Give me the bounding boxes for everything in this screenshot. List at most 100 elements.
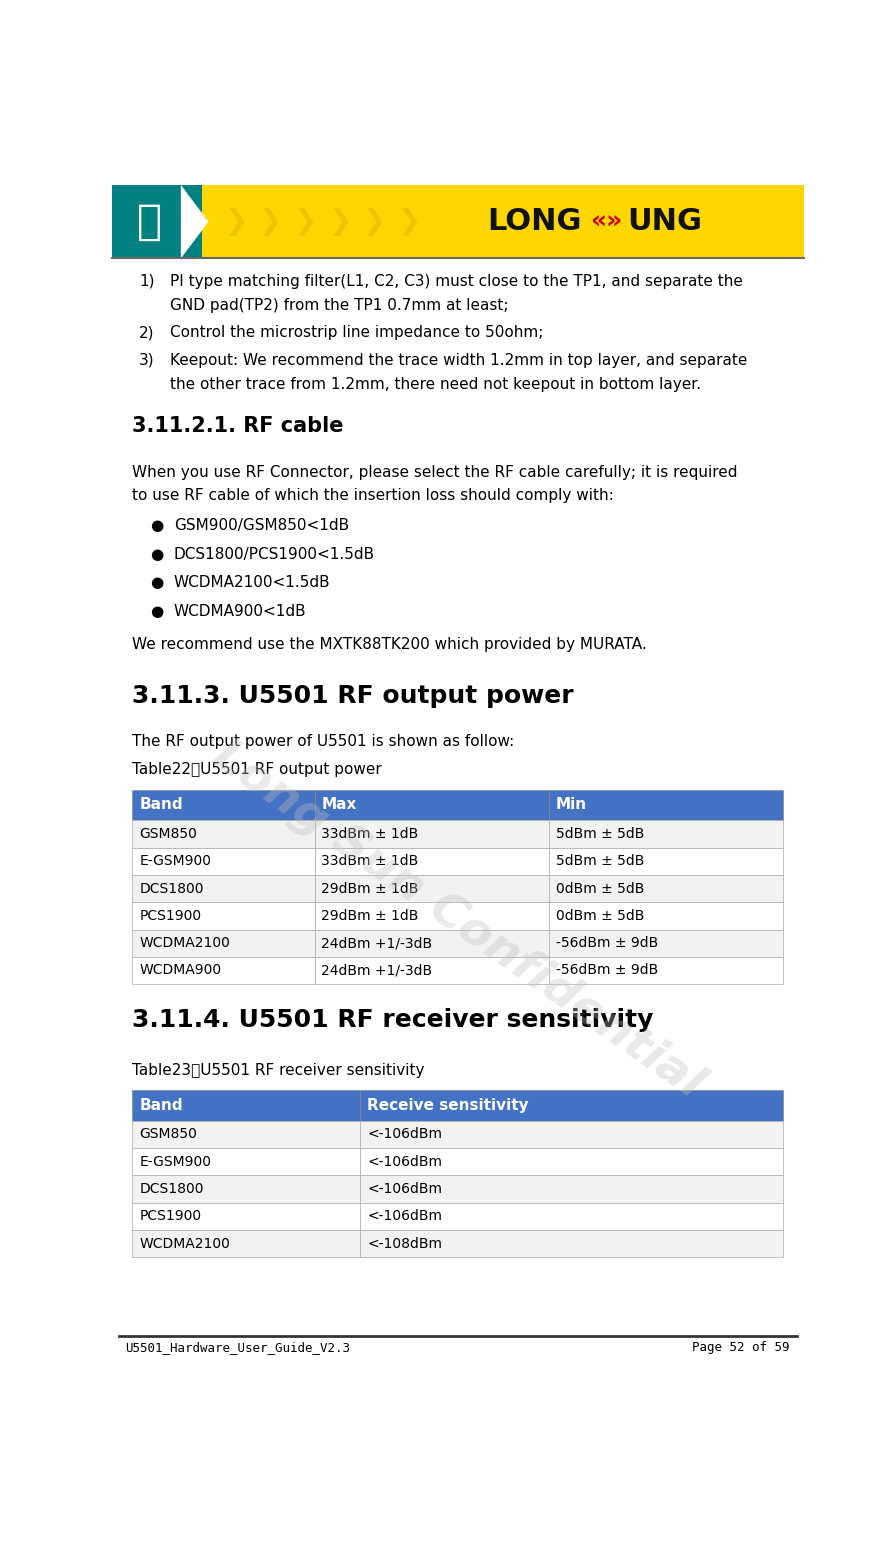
FancyBboxPatch shape [548,929,783,957]
Text: WCDMA900: WCDMA900 [139,963,221,977]
Text: 24dBm +1/-3dB: 24dBm +1/-3dB [321,963,432,977]
FancyBboxPatch shape [360,1176,783,1202]
Text: 33dBm ± 1dB: 33dBm ± 1dB [321,854,419,868]
Text: WCDMA2100: WCDMA2100 [139,1236,230,1251]
FancyBboxPatch shape [548,875,783,903]
Text: Min: Min [555,797,587,812]
FancyBboxPatch shape [314,875,548,903]
FancyBboxPatch shape [548,957,783,985]
FancyBboxPatch shape [314,903,548,929]
FancyBboxPatch shape [360,1202,783,1230]
FancyBboxPatch shape [132,1176,360,1202]
FancyBboxPatch shape [132,820,314,848]
FancyBboxPatch shape [132,1202,360,1230]
Text: 0dBm ± 5dB: 0dBm ± 5dB [555,909,644,923]
Text: 5dBm ± 5dB: 5dBm ± 5dB [555,828,644,841]
Text: U5501_Hardware_User_Guide_V2.3: U5501_Hardware_User_Guide_V2.3 [125,1341,350,1353]
Text: the other trace from 1.2mm, there need not keepout in bottom layer.: the other trace from 1.2mm, there need n… [171,376,702,391]
Text: Receive sensitivity: Receive sensitivity [367,1097,529,1113]
FancyBboxPatch shape [132,1089,360,1120]
Text: ●: ● [150,575,163,590]
Text: PCS1900: PCS1900 [139,1210,202,1224]
Text: ❯: ❯ [294,208,317,236]
Text: -56dBm ± 9dB: -56dBm ± 9dB [555,937,658,951]
Text: We recommend use the MXTK88TK200 which provided by MURATA.: We recommend use the MXTK88TK200 which p… [132,636,647,652]
Text: <-106dBm: <-106dBm [367,1182,442,1196]
Text: UNG: UNG [627,206,702,236]
FancyBboxPatch shape [132,1120,360,1148]
FancyBboxPatch shape [314,957,548,985]
Text: GSM850: GSM850 [139,1128,197,1142]
Text: ●: ● [150,518,163,533]
Text: <-106dBm: <-106dBm [367,1128,442,1142]
Text: ❯: ❯ [259,208,282,236]
Text: 2): 2) [139,325,154,341]
Text: Keepout: We recommend the trace width 1.2mm in top layer, and separate: Keepout: We recommend the trace width 1.… [171,353,747,368]
Text: DCS1800: DCS1800 [139,881,204,895]
FancyBboxPatch shape [112,185,804,259]
Text: to use RF cable of which the insertion loss should comply with:: to use RF cable of which the insertion l… [132,488,614,504]
Text: 3.11.3. U5501 RF output power: 3.11.3. U5501 RF output power [132,684,574,707]
Text: WCDMA2100<1.5dB: WCDMA2100<1.5dB [174,575,330,590]
Text: 1): 1) [139,274,154,288]
FancyBboxPatch shape [360,1089,783,1120]
Text: GSM850: GSM850 [139,828,197,841]
FancyBboxPatch shape [132,848,314,875]
Text: E-GSM900: E-GSM900 [139,854,212,868]
Text: Band: Band [139,1097,183,1113]
FancyBboxPatch shape [548,848,783,875]
Text: WCDMA900<1dB: WCDMA900<1dB [174,604,306,619]
Text: Control the microstrip line impedance to 50ohm;: Control the microstrip line impedance to… [171,325,544,341]
Text: The RF output power of U5501 is shown as follow:: The RF output power of U5501 is shown as… [132,734,514,749]
FancyBboxPatch shape [548,820,783,848]
Text: GND pad(TP2) from the TP1 0.7mm at least;: GND pad(TP2) from the TP1 0.7mm at least… [171,297,509,313]
FancyBboxPatch shape [548,789,783,820]
Text: 3): 3) [139,353,154,368]
Text: ⧆: ⧆ [138,200,163,242]
Text: 5dBm ± 5dB: 5dBm ± 5dB [555,854,644,868]
Text: <-108dBm: <-108dBm [367,1236,442,1251]
FancyBboxPatch shape [314,789,548,820]
Text: 0dBm ± 5dB: 0dBm ± 5dB [555,881,644,895]
Text: E-GSM900: E-GSM900 [139,1154,212,1168]
FancyBboxPatch shape [314,929,548,957]
Text: 29dBm ± 1dB: 29dBm ± 1dB [321,909,419,923]
FancyBboxPatch shape [548,903,783,929]
Text: -56dBm ± 9dB: -56dBm ± 9dB [555,963,658,977]
FancyBboxPatch shape [132,903,314,929]
Text: ❯: ❯ [329,208,352,236]
FancyBboxPatch shape [112,185,202,259]
FancyBboxPatch shape [314,848,548,875]
Text: 3.11.4. U5501 RF receiver sensitivity: 3.11.4. U5501 RF receiver sensitivity [132,1008,654,1031]
Text: ❯: ❯ [397,208,421,236]
Text: ●: ● [150,604,163,619]
FancyBboxPatch shape [132,957,314,985]
Text: 33dBm ± 1dB: 33dBm ± 1dB [321,828,419,841]
FancyBboxPatch shape [360,1120,783,1148]
FancyBboxPatch shape [132,1148,360,1176]
Text: PCS1900: PCS1900 [139,909,202,923]
FancyBboxPatch shape [314,820,548,848]
Polygon shape [180,185,209,259]
Text: Band: Band [139,797,183,812]
Text: WCDMA2100: WCDMA2100 [139,937,230,951]
FancyBboxPatch shape [132,875,314,903]
FancyBboxPatch shape [132,789,314,820]
FancyBboxPatch shape [132,1230,360,1257]
Text: <-106dBm: <-106dBm [367,1154,442,1168]
Text: Page 52 of 59: Page 52 of 59 [692,1341,790,1353]
Text: ❯: ❯ [363,208,387,236]
Text: 29dBm ± 1dB: 29dBm ± 1dB [321,881,419,895]
Text: GSM900/GSM850<1dB: GSM900/GSM850<1dB [174,518,349,533]
Text: Long Sun Confidential: Long Sun Confidential [204,734,712,1108]
Text: <-106dBm: <-106dBm [367,1210,442,1224]
Text: DCS1800/PCS1900<1.5dB: DCS1800/PCS1900<1.5dB [174,547,375,562]
Text: When you use RF Connector, please select the RF cable carefully; it is required: When you use RF Connector, please select… [132,465,738,479]
Text: 3.11.2.1. RF cable: 3.11.2.1. RF cable [132,416,344,436]
Text: Table23：U5501 RF receiver sensitivity: Table23：U5501 RF receiver sensitivity [132,1063,425,1077]
Text: LONG: LONG [488,206,582,236]
Text: «»: «» [590,210,622,234]
FancyBboxPatch shape [360,1148,783,1176]
FancyBboxPatch shape [360,1230,783,1257]
Text: Table22：U5501 RF output power: Table22：U5501 RF output power [132,763,382,777]
